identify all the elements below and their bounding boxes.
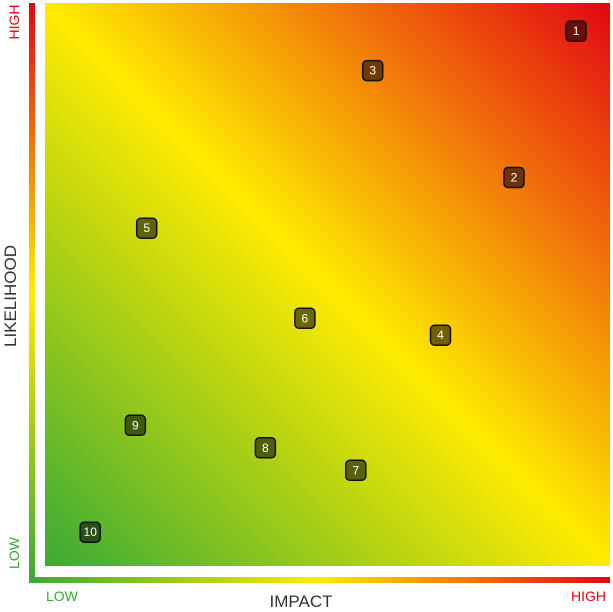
y-axis-title: LIKELIHOOD [1, 245, 20, 347]
risk-point-marker[interactable] [503, 166, 525, 189]
x-axis-bar [29, 577, 610, 583]
risk-point-9[interactable]: 9 [124, 414, 147, 437]
risk-point-label: 5 [143, 221, 150, 235]
risk-point-marker[interactable] [345, 459, 367, 482]
risk-point-8[interactable]: 8 [254, 437, 277, 459]
risk-point-7[interactable]: 7 [345, 459, 367, 482]
risk-point-10[interactable]: 10 [79, 521, 101, 543]
risk-point-label: 8 [262, 441, 269, 455]
risk-point-3[interactable]: 3 [361, 59, 384, 82]
risk-point-label: 10 [84, 525, 98, 539]
risk-point-1[interactable]: 1 [565, 20, 587, 42]
x-tick-high: HIGH [571, 588, 606, 604]
risk-point-label: 2 [511, 171, 518, 185]
risk-point-2[interactable]: 2 [503, 166, 525, 189]
risk-point-4[interactable]: 4 [429, 324, 452, 346]
risk-point-label: 7 [352, 463, 359, 477]
risk-point-marker[interactable] [429, 324, 452, 346]
y-tick-high: HIGH [6, 5, 22, 40]
y-axis-bar [29, 3, 35, 583]
risk-point-label: 3 [369, 64, 376, 78]
risk-point-marker[interactable] [361, 59, 384, 82]
risk-point-label: 9 [132, 418, 139, 432]
risk-point-label: 1 [573, 24, 580, 38]
risk-point-6[interactable]: 6 [294, 307, 316, 330]
y-tick-low: LOW [6, 536, 22, 569]
risk-point-marker[interactable] [254, 437, 277, 459]
risk-point-marker[interactable] [294, 307, 316, 330]
x-tick-low: LOW [46, 588, 79, 604]
risk-point-marker[interactable] [565, 20, 587, 42]
data-points: 1 2 3 4 5 6 7 8 9 10 [79, 20, 587, 543]
risk-point-marker[interactable] [79, 521, 101, 543]
x-axis-title: IMPACT [270, 592, 333, 611]
risk-point-marker[interactable] [124, 414, 147, 437]
risk-point-5[interactable]: 5 [135, 217, 158, 239]
risk-point-label: 6 [302, 311, 309, 325]
plot-area-gradient [45, 3, 610, 566]
risk-point-marker[interactable] [135, 217, 158, 239]
risk-point-label: 4 [437, 328, 444, 342]
